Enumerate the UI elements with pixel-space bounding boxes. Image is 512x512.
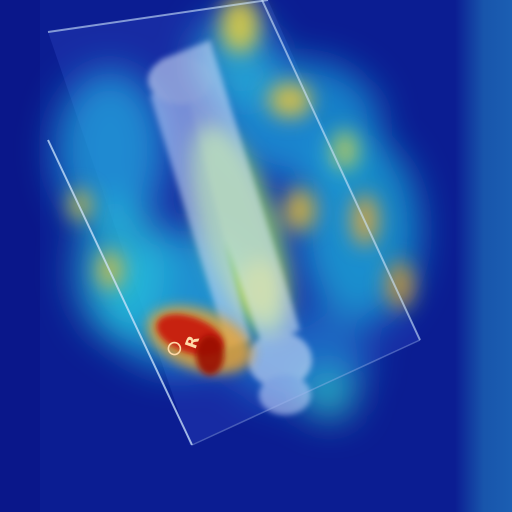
left-edge-band — [0, 0, 40, 512]
film-plate-edge-bottom — [191, 339, 421, 446]
right-edge-band — [455, 0, 512, 512]
film-plate-edge-left — [47, 139, 193, 446]
film-plate-edge-right — [261, 0, 421, 341]
film-plate-edge-top — [47, 0, 269, 33]
hotspot-marker — [147, 306, 253, 375]
forearm-bones — [148, 40, 312, 415]
marker-label: R — [181, 333, 203, 351]
lead-marker-icon: R — [167, 333, 203, 356]
